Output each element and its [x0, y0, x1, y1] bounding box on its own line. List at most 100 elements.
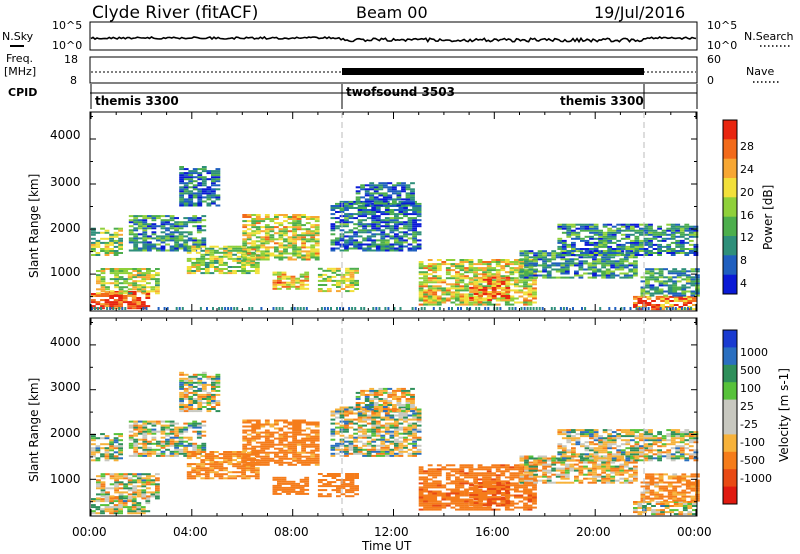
power-cell [209, 249, 215, 252]
velocity-cell [278, 443, 284, 446]
velocity-cell [296, 427, 302, 430]
velocity-cell [206, 375, 212, 378]
velocity-cell [283, 421, 288, 424]
velocity-cell [178, 442, 184, 445]
velocity-cell [109, 473, 115, 476]
velocity-cell [405, 389, 411, 392]
power-cell [223, 268, 228, 270]
power-cell [574, 258, 579, 261]
velocity-cell [206, 393, 212, 396]
power-cell [382, 200, 388, 203]
power-cell [639, 233, 644, 236]
power-cell [580, 254, 585, 256]
velocity-cell [283, 453, 288, 456]
velocity-cell [192, 377, 198, 380]
power-cell [264, 234, 270, 237]
power-cell [410, 202, 415, 205]
velocity-cell [336, 473, 341, 475]
velocity-cell [246, 429, 252, 432]
power-cell [314, 258, 320, 261]
power-cell [687, 308, 693, 311]
power-cell [179, 198, 184, 201]
velocity-cell [269, 457, 275, 460]
power-cell [412, 209, 417, 211]
velocity-cell [246, 437, 252, 440]
power-cell [200, 264, 206, 266]
velocity-cell [151, 428, 157, 431]
velocity-cell [192, 389, 198, 392]
power-cell [353, 213, 358, 216]
power-cell [527, 299, 533, 302]
power-cell [679, 229, 685, 232]
nsky-frame [89, 21, 698, 51]
power-cell [165, 229, 170, 232]
power-cell [331, 271, 337, 274]
power-cell [375, 215, 381, 218]
power-cell [215, 204, 221, 207]
velocity-cell [123, 483, 129, 486]
power-cell [389, 249, 395, 252]
power-cell [683, 307, 686, 310]
power-cell [196, 221, 202, 224]
power-cell [113, 250, 119, 252]
velocity-cell [331, 473, 337, 475]
power-cell [295, 287, 300, 290]
velocity-cell [389, 424, 395, 427]
velocity-cell [349, 487, 355, 490]
power-cell [620, 245, 626, 248]
power-cell [657, 235, 662, 238]
power-cell [519, 276, 525, 279]
power-cell [672, 276, 678, 279]
velocity-cell [375, 426, 381, 429]
power-cell [405, 186, 411, 189]
power-cell [679, 241, 685, 244]
power-cell [157, 307, 160, 310]
velocity-cell [209, 465, 215, 468]
velocity-cell [100, 510, 105, 513]
power-cell [616, 245, 622, 248]
velocity-cell [412, 422, 417, 425]
power-cell [640, 276, 646, 279]
power-cell [571, 243, 576, 246]
velocity-cell [183, 404, 189, 406]
power-cell [301, 214, 306, 216]
power-cell [427, 281, 433, 284]
power-cell [460, 307, 462, 310]
velocity-cell [278, 437, 284, 440]
velocity-cell [274, 453, 279, 456]
velocity-cell [132, 489, 138, 492]
velocity-cell [140, 506, 146, 509]
velocity-cell [407, 452, 413, 455]
velocity-cell [96, 475, 101, 478]
velocity-cell [251, 427, 257, 430]
power-cell [200, 253, 206, 256]
power-cell [215, 184, 221, 187]
velocity-cell [188, 377, 194, 380]
power-cell [264, 236, 270, 239]
power-cell [560, 266, 566, 269]
power-cell [344, 215, 349, 218]
power-cell [681, 290, 687, 293]
power-cell [344, 241, 349, 244]
velocity-cell [310, 439, 316, 442]
power-cell [211, 196, 216, 199]
power-cell [369, 188, 375, 191]
power-cell [192, 184, 198, 187]
power-cell [500, 280, 506, 283]
power-cell [652, 248, 658, 250]
power-cell [569, 262, 575, 265]
velocity-cell [223, 451, 228, 453]
velocity-cell [384, 428, 390, 431]
velocity-cell [369, 402, 375, 404]
power-cell [214, 255, 219, 258]
velocity-cell [427, 500, 433, 503]
power-cell [142, 249, 148, 252]
power-cell [330, 205, 336, 207]
power-cell [188, 186, 194, 189]
power-cell [378, 194, 384, 197]
velocity-cell [151, 452, 157, 455]
power-cell [509, 303, 515, 306]
power-cell [643, 241, 649, 244]
power-cell [201, 219, 207, 222]
power-cell [412, 231, 417, 234]
